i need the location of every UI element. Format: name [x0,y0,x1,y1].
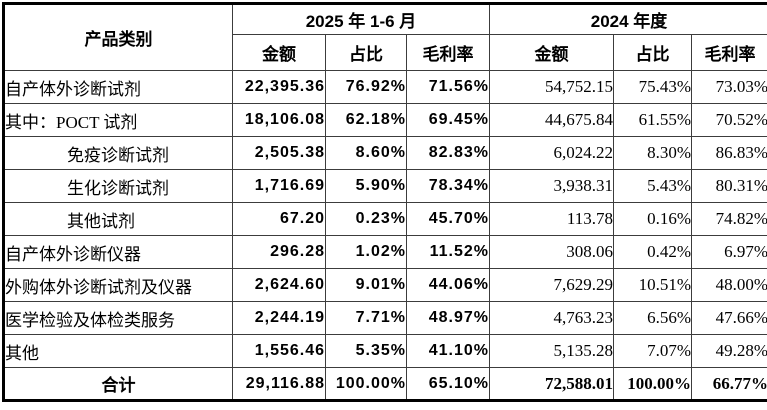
table-row: 外购体外诊断试剂及仪器 2,624.60 9.01% 44.06% 7,629.… [3,268,767,302]
cell-2025-margin: 65.10% [406,367,490,401]
row-label: 免疫诊断试剂 [3,136,233,170]
col-header-2025-amount: 金额 [232,34,326,71]
table-row: 合计 29,116.88 100.00% 65.10% 72,588.01 10… [3,367,767,401]
cell-2024-amount: 72,588.01 [489,367,614,401]
cell-2025-amount: 2,244.19 [232,301,326,335]
cell-2024-share: 61.55% [613,103,692,137]
cell-2025-amount: 296.28 [232,235,326,269]
row-label: 其中：POCT 试剂 [3,103,233,137]
table-row: 自产体外诊断试剂 22,395.36 76.92% 71.56% 54,752.… [3,70,767,104]
cell-2024-share: 8.30% [613,136,692,170]
cell-2024-amount: 44,675.84 [489,103,614,137]
cell-2025-amount: 1,556.46 [232,334,326,368]
cell-2024-amount: 113.78 [489,202,614,236]
col-header-2024-share: 占比 [613,34,692,71]
row-label: 其他试剂 [3,202,233,236]
header-sub-row: 金额 占比 毛利率 金额 占比 毛利率 [4,34,767,71]
cell-2025-amount: 29,116.88 [232,367,326,401]
cell-2024-share: 10.51% [613,268,692,302]
cell-2025-amount: 67.20 [232,202,326,236]
cell-2025-margin: 69.45% [406,103,490,137]
row-label: 其他 [3,334,233,368]
cell-2025-amount: 22,395.36 [232,70,326,104]
period-header-2025: 2025 年 1-6 月 [232,3,490,35]
corner-header-product-category: 产品类别 [3,3,233,71]
product-category-margin-table: 产品类别 2025 年 1-6 月 2024 年度 金额 占比 毛利率 金额 占… [2,2,767,402]
cell-2025-share: 5.35% [325,334,407,368]
col-header-2025-share: 占比 [325,34,407,71]
cell-2025-margin: 41.10% [406,334,490,368]
cell-2024-margin: 66.77% [690,367,767,401]
cell-2025-margin: 48.97% [406,301,490,335]
table-row: 免疫诊断试剂 2,505.38 8.60% 82.83% 6,024.22 8.… [3,136,767,170]
row-label: 生化诊断试剂 [3,169,233,203]
table-row: 其中：POCT 试剂 18,106.08 62.18% 69.45% 44,67… [3,103,767,137]
table-row: 医学检验及体检类服务 2,244.19 7.71% 48.97% 4,763.2… [3,301,767,335]
cell-2025-margin: 45.70% [406,202,490,236]
cell-2025-amount: 1,716.69 [232,169,326,203]
row-label: 自产体外诊断仪器 [3,235,233,269]
cell-2025-amount: 2,624.60 [232,268,326,302]
cell-2024-share: 0.16% [613,202,692,236]
table-row: 自产体外诊断仪器 296.28 1.02% 11.52% 308.06 0.42… [3,235,767,269]
cell-2025-share: 62.18% [325,103,407,137]
row-label: 医学检验及体检类服务 [3,301,233,335]
cell-2025-margin: 11.52% [406,235,490,269]
cell-2024-margin: 70.52% [690,103,767,137]
cell-2025-share: 5.90% [325,169,407,203]
cell-2024-amount: 6,024.22 [489,136,614,170]
col-header-2024-margin: 毛利率 [690,34,767,71]
row-label: 自产体外诊断试剂 [3,70,233,104]
cell-2024-amount: 54,752.15 [489,70,614,104]
cell-2024-share: 7.07% [613,334,692,368]
cell-2025-margin: 71.56% [406,70,490,104]
cell-2024-amount: 3,938.31 [489,169,614,203]
cell-2024-amount: 5,135.28 [489,334,614,368]
cell-2024-margin: 86.83% [690,136,767,170]
table-body: 自产体外诊断试剂 22,395.36 76.92% 71.56% 54,752.… [3,70,767,401]
cell-2025-share: 7.71% [325,301,407,335]
table-row: 生化诊断试剂 1,716.69 5.90% 78.34% 3,938.31 5.… [3,169,767,203]
cell-2024-margin: 6.97% [690,235,767,269]
cell-2025-share: 8.60% [325,136,407,170]
cell-2025-share: 76.92% [325,70,407,104]
cell-2025-amount: 18,106.08 [232,103,326,137]
cell-2024-margin: 73.03% [690,70,767,104]
cell-2025-amount: 2,505.38 [232,136,326,170]
header-group-row: 产品类别 2025 年 1-6 月 2024 年度 [3,3,767,71]
cell-2025-margin: 82.83% [406,136,490,170]
cell-2024-share: 5.43% [613,169,692,203]
row-label: 外购体外诊断试剂及仪器 [3,268,233,302]
cell-2024-amount: 308.06 [489,235,614,269]
cell-2025-share: 9.01% [325,268,407,302]
col-header-2025-margin: 毛利率 [406,34,490,71]
cell-2025-share: 0.23% [325,202,407,236]
cell-2024-margin: 80.31% [690,169,767,203]
cell-2024-share: 6.56% [613,301,692,335]
cell-2024-margin: 48.00% [690,268,767,302]
row-label: 合计 [3,367,233,401]
cell-2024-amount: 7,629.29 [489,268,614,302]
col-header-2024-amount: 金额 [489,34,614,71]
cell-2024-margin: 49.28% [690,334,767,368]
cell-2025-margin: 44.06% [406,268,490,302]
table-row: 其他 1,556.46 5.35% 41.10% 5,135.28 7.07% … [3,334,767,368]
cell-2024-margin: 74.82% [690,202,767,236]
cell-2025-share: 1.02% [325,235,407,269]
cell-2024-share: 100.00% [613,367,692,401]
table-row: 其他试剂 67.20 0.23% 45.70% 113.78 0.16% 74.… [3,202,767,236]
cell-2025-share: 100.00% [325,367,407,401]
cell-2024-amount: 4,763.23 [489,301,614,335]
cell-2025-margin: 78.34% [406,169,490,203]
period-header-2024: 2024 年度 [488,3,767,35]
cell-2024-share: 75.43% [613,70,692,104]
cell-2024-share: 0.42% [613,235,692,269]
cell-2024-margin: 47.66% [690,301,767,335]
